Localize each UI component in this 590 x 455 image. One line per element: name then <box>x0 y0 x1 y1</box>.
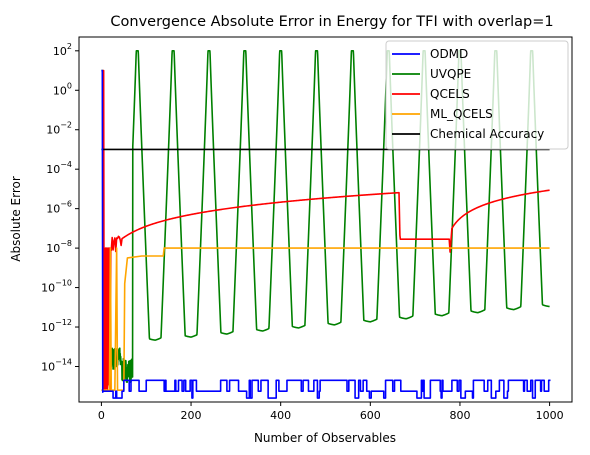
y-tick-label-2: 10−2 <box>46 121 72 137</box>
legend-label-3: ML_QCELS <box>430 107 493 121</box>
x-tick-label-2: 400 <box>270 409 291 422</box>
x-tick-label-5: 1000 <box>536 409 564 422</box>
x-axis-label: Number of Observables <box>254 431 396 445</box>
series-layer <box>101 50 551 399</box>
x-tick-label-1: 200 <box>181 409 202 422</box>
y-tick-label-3: 10−4 <box>46 160 72 176</box>
y-axis: 102 100 10−2 10−4 10−6 10−8 10−10 10−12 10−14 <box>41 42 79 373</box>
plot-frame <box>78 36 573 403</box>
ml-qcels-line <box>101 247 550 391</box>
x-axis: 0 200 400 600 800 1000 <box>98 402 564 422</box>
uvqpe-line <box>101 50 551 388</box>
y-tick-label-6: 10−10 <box>41 279 72 295</box>
y-tick-label-4: 10−6 <box>46 200 72 216</box>
legend: ODMD UVQPE QCELS ML_QCELS Chemical Accuracy <box>385 40 569 150</box>
legend-label-2: QCELS <box>430 87 470 101</box>
chart-title: Convergence Absolute Error in Energy for… <box>110 14 553 30</box>
legend-label-4: Chemical Accuracy <box>430 127 544 141</box>
y-tick-label-0: 102 <box>53 42 72 58</box>
legend-label-1: UVQPE <box>430 67 471 81</box>
legend-box <box>385 40 569 150</box>
legend-label-0: ODMD <box>430 47 468 61</box>
y-tick-label-1: 100 <box>53 81 72 97</box>
y-axis-label: Absolute Error <box>9 176 23 262</box>
odmd-line <box>101 69 551 399</box>
y-tick-label-8: 10−14 <box>41 357 72 373</box>
y-tick-label-7: 10−12 <box>41 318 72 334</box>
y-tick-label-5: 10−8 <box>46 239 72 255</box>
x-tick-label-0: 0 <box>98 409 105 422</box>
x-tick-label-3: 600 <box>360 409 381 422</box>
qcels-line <box>102 69 550 391</box>
x-tick-label-4: 800 <box>449 409 470 422</box>
